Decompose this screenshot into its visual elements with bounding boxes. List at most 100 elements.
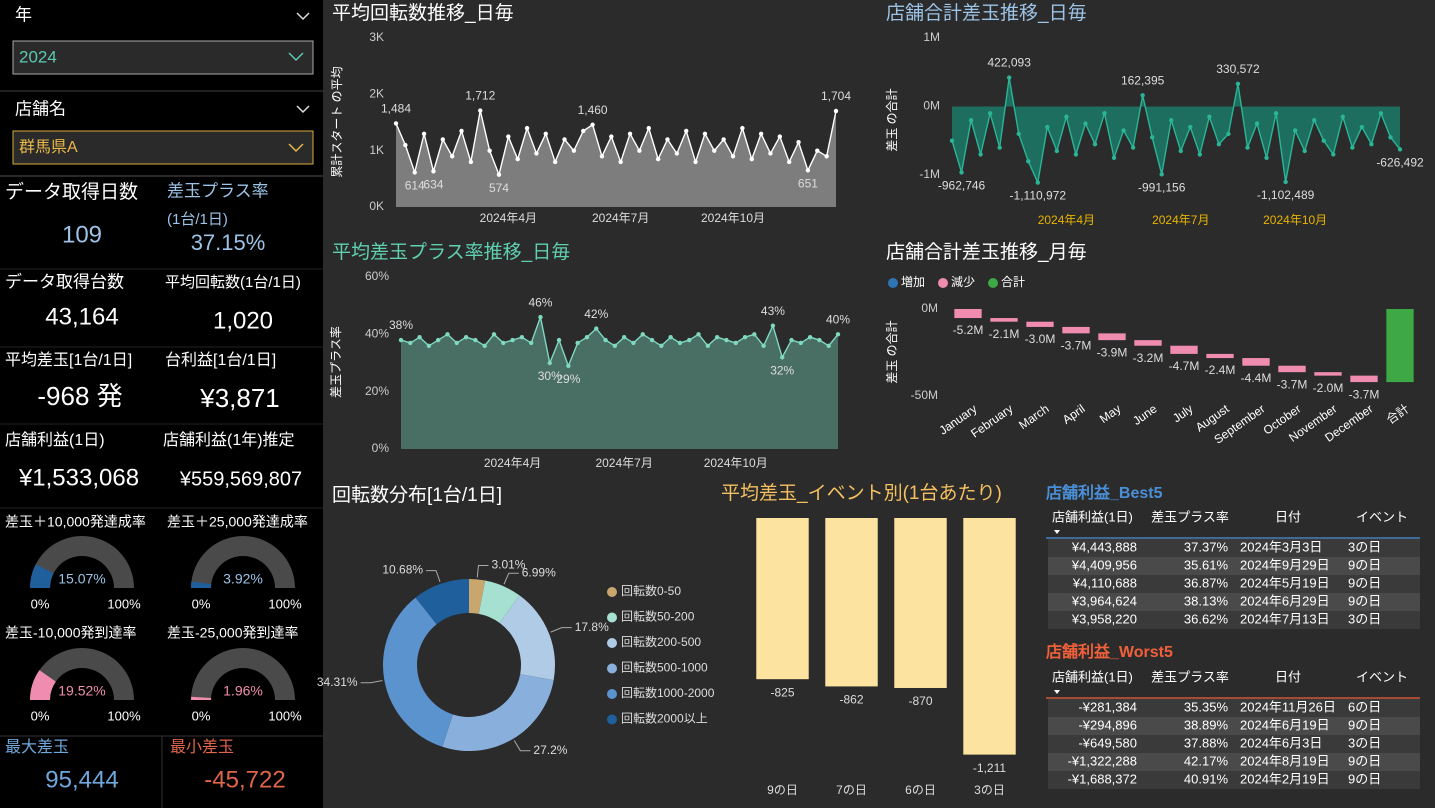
point bbox=[1159, 172, 1164, 177]
point bbox=[556, 337, 562, 343]
point bbox=[777, 134, 783, 139]
point bbox=[1226, 131, 1231, 137]
data-label: -4.7M bbox=[1169, 359, 1200, 373]
point bbox=[487, 148, 492, 153]
point bbox=[835, 332, 841, 337]
legend-label: 回転数0-50 bbox=[621, 583, 681, 598]
x-tick-label: 3の日 bbox=[974, 783, 1005, 797]
table-cell: ¥3,958,220 bbox=[1071, 611, 1137, 626]
chart-title: 店舗合計差玉推移_日毎 bbox=[886, 2, 1087, 24]
year-dropdown[interactable]: 2024 bbox=[12, 40, 314, 75]
y-tick-label: 2K bbox=[369, 87, 384, 101]
filter-value[interactable]: 2024 bbox=[19, 47, 57, 66]
point bbox=[1006, 75, 1012, 80]
bar bbox=[894, 518, 947, 688]
point bbox=[575, 340, 580, 346]
y-tick-label: 40% bbox=[365, 327, 389, 341]
table-cell: 2024年6月3日 bbox=[1240, 735, 1322, 750]
data-label: 6.99% bbox=[522, 565, 556, 579]
gauge-tick-label: 0% bbox=[31, 596, 50, 611]
gauge-tick-label: 0% bbox=[31, 708, 50, 723]
y-tick-label: -50M bbox=[911, 388, 938, 402]
line bbox=[951, 77, 1401, 185]
point bbox=[733, 340, 738, 346]
point bbox=[1397, 147, 1403, 152]
kpi-value: ¥3,871 bbox=[199, 383, 280, 413]
dropdown-box[interactable] bbox=[12, 40, 314, 75]
point bbox=[789, 337, 794, 343]
kpi-label: データ取得日数 bbox=[5, 181, 138, 203]
table-cell: 9の日 bbox=[1348, 717, 1381, 732]
y-tick-label: 0M bbox=[921, 301, 938, 315]
table-cell: -¥281,384 bbox=[1078, 699, 1137, 714]
table-row bbox=[1048, 539, 1420, 557]
gauge-tick-label: 100% bbox=[107, 596, 141, 611]
point bbox=[805, 168, 811, 173]
point bbox=[786, 159, 792, 165]
leader-line bbox=[426, 570, 441, 583]
data-label: 43% bbox=[761, 304, 785, 318]
data-label: 162,395 bbox=[1121, 74, 1165, 88]
point bbox=[408, 340, 413, 346]
dropdown-box[interactable] bbox=[12, 130, 314, 165]
point bbox=[1178, 148, 1183, 154]
table-row bbox=[1048, 735, 1420, 753]
filter-value[interactable]: 群馬県A bbox=[19, 138, 78, 156]
y-tick-label: 60% bbox=[365, 269, 389, 283]
point bbox=[1302, 148, 1307, 154]
data-label: -5.2M bbox=[953, 323, 984, 337]
chart-title: 店舗合計差玉推移_月毎 bbox=[886, 241, 1087, 263]
data-label: -4.4M bbox=[1241, 371, 1272, 385]
point bbox=[454, 340, 459, 346]
table-cell: 2024年6月19日 bbox=[1240, 717, 1330, 732]
table-row bbox=[1048, 753, 1420, 771]
point bbox=[459, 128, 464, 134]
point bbox=[712, 148, 717, 153]
data-label: -2.4M bbox=[1205, 363, 1236, 377]
table-cell: 35.61% bbox=[1184, 557, 1229, 572]
point bbox=[640, 332, 645, 337]
legend-marker bbox=[607, 587, 617, 597]
point bbox=[445, 332, 450, 337]
table-cell: -¥649,580 bbox=[1078, 735, 1137, 750]
table-header: 店舗利益(1日) bbox=[1052, 509, 1133, 524]
kpi-value: ¥559,569,807 bbox=[179, 468, 302, 490]
kpi-label: 店舗利益(1年)推定 bbox=[163, 431, 295, 449]
donut-slice bbox=[383, 597, 453, 747]
y-axis-label: 累計スタート の平均 bbox=[329, 66, 344, 177]
chevron[interactable] bbox=[288, 52, 304, 62]
data-label: 1,460 bbox=[578, 103, 608, 117]
chevron[interactable] bbox=[288, 143, 304, 153]
data-label: 38% bbox=[389, 318, 413, 332]
extreme-value: 95,444 bbox=[45, 766, 118, 793]
data-label: 27.2% bbox=[533, 743, 567, 757]
kpi-value: ¥1,533,068 bbox=[18, 464, 139, 491]
legend-marker bbox=[607, 714, 617, 725]
leader-line bbox=[476, 564, 489, 578]
point bbox=[417, 335, 422, 340]
point bbox=[758, 131, 764, 136]
data-label: 46% bbox=[528, 295, 552, 309]
point bbox=[714, 335, 720, 340]
point bbox=[1121, 128, 1126, 133]
store-dropdown[interactable]: 群馬県A bbox=[12, 130, 314, 165]
point bbox=[1312, 117, 1317, 123]
point bbox=[426, 343, 432, 348]
gauge-track bbox=[191, 648, 295, 700]
kpi-sublabel: (1台/1日) bbox=[167, 211, 228, 228]
x-tick-label: 9の日 bbox=[767, 783, 798, 797]
gauge-tick-label: 100% bbox=[268, 708, 302, 723]
table-cell: 3の日 bbox=[1348, 611, 1381, 626]
data-label: 422,093 bbox=[987, 56, 1031, 70]
point bbox=[393, 121, 399, 126]
bar bbox=[1098, 333, 1126, 341]
point bbox=[599, 154, 605, 159]
point bbox=[796, 140, 801, 145]
point bbox=[1016, 131, 1021, 137]
point bbox=[468, 159, 474, 165]
table-cell: 9の日 bbox=[1348, 753, 1381, 768]
table-cell: -¥294,896 bbox=[1078, 717, 1137, 732]
table-row bbox=[1048, 575, 1420, 593]
point bbox=[761, 343, 766, 348]
